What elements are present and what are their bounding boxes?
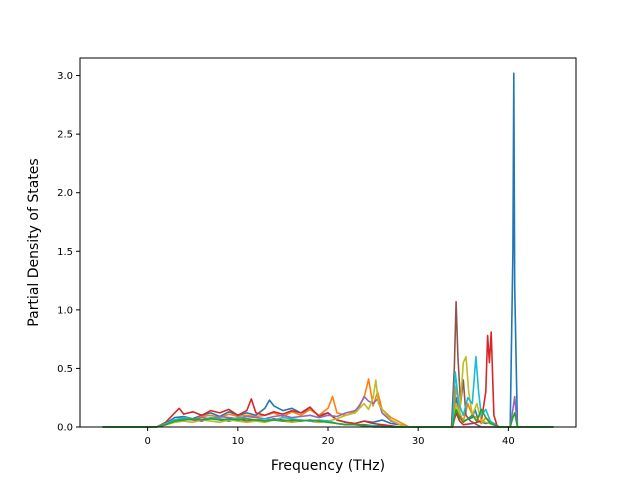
y-tick-label: 0.0	[57, 423, 73, 434]
x-axis-label: Frequency (THz)	[271, 458, 385, 474]
x-tick-label: 20	[322, 436, 335, 447]
x-tick-label: 40	[502, 436, 515, 447]
series-lines	[102, 72, 554, 428]
series-line-2	[102, 331, 554, 428]
y-axis-label: Partial Density of States	[26, 158, 42, 326]
y-tick-label: 1.5	[57, 247, 73, 258]
y-tick-label: 0.5	[57, 364, 73, 375]
y-tick-label: 2.5	[57, 130, 73, 141]
series-line-5	[102, 355, 554, 428]
y-tick-label: 2.0	[57, 188, 73, 199]
x-axis-ticks: 0 10 20 30 40	[144, 427, 515, 447]
x-tick-label: 10	[231, 436, 244, 447]
y-axis-ticks: 0.0 0.5 1.0 1.5 2.0 2.5 3.0	[57, 71, 80, 434]
x-tick-label: 30	[412, 436, 425, 447]
y-tick-label: 3.0	[57, 71, 73, 82]
y-tick-label: 1.0	[57, 305, 73, 316]
series-line-7	[102, 408, 554, 428]
x-tick-label: 0	[144, 436, 150, 447]
